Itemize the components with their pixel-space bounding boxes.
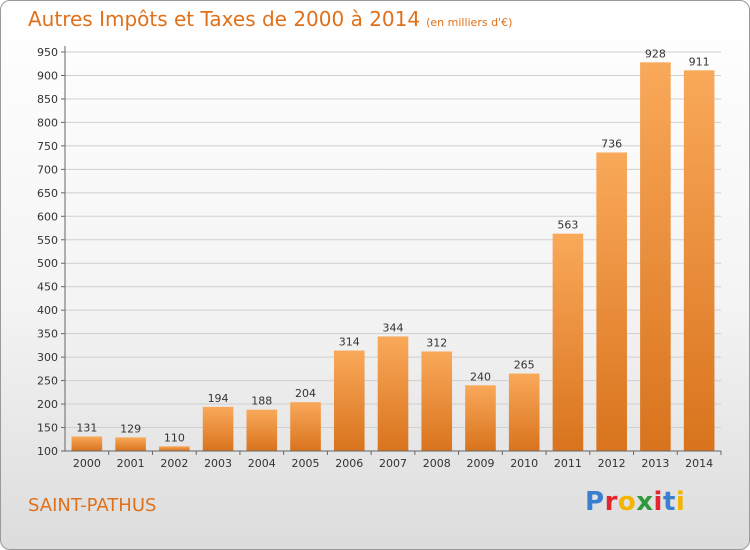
y-tick-label: 950	[37, 46, 58, 59]
chart-title-text: Autres Impôts et Taxes de 2000 à 2014	[28, 7, 421, 31]
data-label: 131	[76, 421, 97, 434]
bar-2001	[115, 437, 146, 451]
data-label: 312	[426, 336, 447, 349]
y-tick-label: 900	[37, 69, 58, 82]
x-tick-label: 2000	[73, 457, 101, 470]
y-tick-label: 850	[37, 93, 58, 106]
y-tick-label: 750	[37, 140, 58, 153]
y-tick-label: 800	[37, 116, 58, 129]
bar-2006	[333, 350, 365, 451]
x-tick-label: 2009	[466, 457, 494, 470]
data-label: 240	[470, 370, 491, 383]
x-tick-label: 2005	[292, 457, 320, 470]
y-tick-label: 100	[37, 445, 58, 458]
proxiti-logo: Proxiti	[585, 487, 685, 517]
logo-letter: o	[617, 487, 637, 517]
x-tick-label: 2002	[160, 457, 188, 470]
data-label: 314	[339, 336, 360, 349]
y-tick-label: 650	[37, 187, 58, 200]
x-tick-label: 2004	[248, 457, 276, 470]
y-tick-label: 400	[37, 304, 58, 317]
x-tick-label: 2007	[379, 457, 407, 470]
bar-2014	[683, 70, 715, 451]
data-label: 110	[164, 431, 185, 444]
bar-2009	[465, 385, 496, 451]
bar-2008	[421, 351, 453, 451]
data-label: 344	[383, 321, 404, 334]
axes: 100 150 200 250 300 350 400 450 500 550 600 650 700 7…	[37, 46, 722, 470]
bar-2000	[71, 436, 103, 451]
data-label: 204	[295, 387, 316, 400]
data-label: 188	[251, 395, 272, 408]
data-label: 911	[689, 55, 710, 68]
logo-letter: x	[636, 487, 654, 517]
y-tick-label: 600	[37, 210, 58, 223]
bar-2007	[377, 336, 409, 451]
bars: 131 129 110 194 188 204 314 344 312 240 265 563 736 9…	[71, 47, 715, 452]
chart-unit: (en milliers d'€)	[426, 16, 513, 29]
bar-2002	[159, 446, 190, 451]
bar-2005	[290, 402, 321, 451]
x-tick-label: 2010	[510, 457, 538, 470]
data-label: 736	[601, 137, 622, 150]
data-label: 563	[557, 219, 578, 232]
x-tick-label: 2013	[641, 457, 669, 470]
logo-letter: r	[604, 487, 618, 517]
data-label: 129	[120, 422, 141, 435]
y-tick-label: 550	[37, 234, 58, 247]
logo-letter: i	[675, 487, 686, 517]
data-label: 928	[645, 47, 666, 60]
bar-2004	[246, 409, 278, 451]
logo-letter: t	[662, 487, 676, 517]
logo-letter: i	[653, 487, 663, 517]
y-tick-label: 150	[37, 422, 58, 435]
bar-2003	[202, 406, 234, 451]
x-tick-label: 2011	[554, 457, 582, 470]
y-tick-label: 250	[37, 375, 58, 388]
y-tick-label: 200	[37, 398, 58, 411]
x-tick-label: 2001	[117, 457, 145, 470]
y-tick-label: 350	[37, 328, 58, 341]
x-tick-label: 2006	[335, 457, 363, 470]
bar-2011	[552, 233, 584, 451]
x-tick-label: 2003	[204, 457, 232, 470]
data-label: 265	[514, 359, 535, 372]
data-label: 194	[208, 392, 229, 405]
chart-title: Autres Impôts et Taxes de 2000 à 2014 (en…	[28, 7, 512, 31]
y-tick-label: 450	[37, 281, 58, 294]
x-tick-label: 2012	[598, 457, 626, 470]
bar-2012	[596, 152, 627, 452]
x-tick-label: 2008	[423, 457, 451, 470]
city-name: SAINT-PATHUS	[28, 495, 157, 516]
bar-2013	[640, 62, 671, 452]
y-tick-label: 700	[37, 163, 58, 176]
x-tick-label: 2014	[685, 457, 713, 470]
y-tick-label: 500	[37, 257, 58, 270]
logo-letter: P	[585, 487, 605, 517]
bar-2010	[508, 373, 540, 451]
y-tick-label: 300	[37, 351, 58, 364]
